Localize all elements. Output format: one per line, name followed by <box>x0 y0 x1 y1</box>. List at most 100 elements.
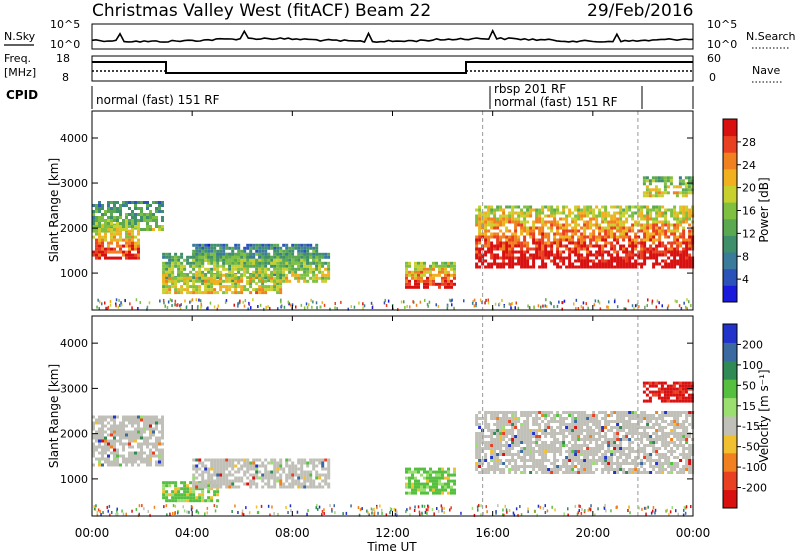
echo-cell <box>499 265 503 269</box>
echo-cell <box>420 270 423 274</box>
echo-cell <box>562 441 566 444</box>
echo-cell <box>604 414 608 417</box>
echo-cell <box>168 291 172 295</box>
echo-cell <box>601 411 605 414</box>
echo-cell <box>640 223 644 227</box>
echo-cell <box>478 238 482 242</box>
echo-cell <box>556 432 560 435</box>
echo-cell <box>104 238 107 242</box>
echo-cell <box>580 259 584 263</box>
echo-cell <box>324 279 328 283</box>
echo-cell <box>414 282 417 286</box>
echo-cell <box>580 256 584 260</box>
echo-cell <box>667 411 671 414</box>
echo-cell <box>240 458 244 462</box>
echo-cell <box>568 423 572 426</box>
echo-cell <box>252 264 256 268</box>
echo-cell <box>291 273 295 277</box>
echo-cell <box>490 450 494 453</box>
echo-cell <box>95 241 98 245</box>
echo-cell <box>562 459 566 462</box>
echo-cell <box>670 244 674 248</box>
echo-cell <box>107 201 110 204</box>
echo-cell <box>598 411 602 414</box>
echo-cell <box>110 232 113 236</box>
noise-cell <box>646 304 648 308</box>
echo-cell <box>535 238 539 242</box>
echo-cell <box>255 267 259 271</box>
echo-cell <box>414 285 417 289</box>
noise-cell <box>656 299 659 303</box>
echo-cell <box>195 261 199 265</box>
echo-cell <box>255 470 259 474</box>
echo-cell <box>580 417 584 420</box>
echo-cell <box>511 441 515 444</box>
echo-cell <box>667 462 671 465</box>
echo-cell <box>300 243 304 247</box>
echo-cell <box>547 250 551 254</box>
echo-cell <box>622 414 626 417</box>
echo-cell <box>559 250 563 254</box>
echo-cell <box>529 256 533 260</box>
echo-cell <box>670 223 674 227</box>
echo-cell <box>155 216 158 219</box>
echo-cell <box>116 433 119 437</box>
echo-cell <box>643 447 647 450</box>
echo-cell <box>673 214 677 218</box>
echo-cell <box>158 451 161 455</box>
echo-cell <box>189 276 193 280</box>
noise-cell <box>115 304 117 308</box>
echo-cell <box>568 253 572 257</box>
echo-cell <box>529 211 533 215</box>
noise-cell <box>131 306 133 310</box>
echo-cell <box>592 423 596 426</box>
echo-cell <box>520 256 524 260</box>
echo-cell <box>119 210 122 213</box>
echo-cell <box>162 252 166 256</box>
echo-cell <box>634 220 638 224</box>
echo-cell <box>110 256 113 260</box>
echo-cell <box>288 476 292 480</box>
echo-cell <box>309 479 313 483</box>
noise-cell <box>372 304 374 308</box>
echo-cell <box>562 435 566 438</box>
echo-cell <box>158 228 161 231</box>
echo-cell <box>681 396 685 400</box>
echo-cell <box>107 463 110 467</box>
echo-cell <box>661 265 665 269</box>
echo-cell <box>174 493 178 497</box>
echo-cell <box>586 423 590 426</box>
echo-cell <box>628 456 632 459</box>
echo-cell <box>672 381 676 385</box>
echo-cell <box>592 453 596 456</box>
echo-cell <box>101 207 104 210</box>
echo-cell <box>598 456 602 459</box>
echo-cell <box>113 204 116 207</box>
echo-cell <box>161 201 164 204</box>
echo-cell <box>104 445 107 449</box>
echo-cell <box>303 261 307 265</box>
echo-cell <box>162 487 166 491</box>
echo-cell <box>487 462 491 465</box>
echo-cell <box>547 208 551 212</box>
echo-cell <box>607 223 611 227</box>
echo-cell <box>646 220 650 224</box>
echo-cell <box>610 444 614 447</box>
noise-cell <box>306 512 308 516</box>
echo-cell <box>523 259 527 263</box>
echo-cell <box>649 453 653 456</box>
echo-cell <box>535 211 539 215</box>
echo-cell <box>619 256 623 260</box>
echo-cell <box>526 429 530 432</box>
noise-cell <box>115 512 117 516</box>
echo-cell <box>219 473 223 477</box>
echo-cell <box>649 465 653 468</box>
echo-cell <box>101 448 104 452</box>
echo-cell <box>201 485 205 489</box>
echo-cell <box>589 462 593 465</box>
echo-cell <box>125 256 128 260</box>
echo-cell <box>592 244 596 248</box>
echo-cell <box>426 482 429 486</box>
echo-cell <box>604 229 608 233</box>
echo-cell <box>453 479 456 483</box>
